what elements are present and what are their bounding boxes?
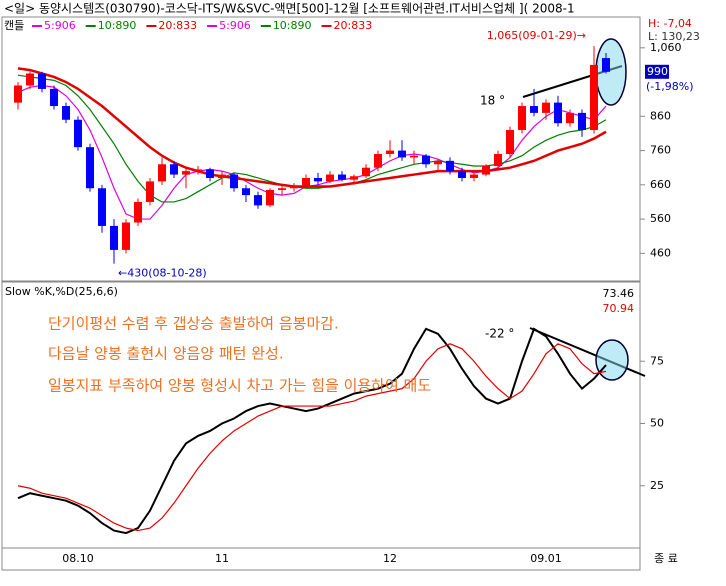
y-tick-label: 75 — [650, 354, 664, 367]
y-tick-label: 660 — [650, 178, 671, 191]
candle-body — [566, 112, 574, 124]
candle-body — [374, 154, 382, 168]
series-line — [17, 67, 607, 188]
y-tick-label: 760 — [650, 144, 671, 157]
legend-label: 5:906 — [219, 19, 251, 32]
candle-body — [542, 102, 550, 113]
annotation: -22 ° — [485, 327, 514, 341]
candle-body — [350, 176, 358, 180]
annotation: ←430(08-10-28) — [118, 267, 207, 280]
series-line — [17, 343, 607, 532]
panel-title: Slow %K,%D(25,6,6) — [5, 285, 118, 298]
title: <일> 동양시스템즈(030790)-코스닥-ITS/W&SVC-액면[500]… — [4, 2, 575, 16]
annotation: 1,065(09-01-29)→ — [487, 29, 586, 42]
candle-body — [278, 188, 286, 190]
legend-label: 20:833 — [334, 19, 373, 32]
candle-body — [434, 160, 442, 165]
change-label: (-1,98%) — [646, 80, 694, 93]
candle-body — [218, 174, 226, 178]
candle-body — [206, 169, 214, 178]
high-info: H: -7,04 — [648, 17, 692, 30]
candle-body — [230, 174, 238, 189]
low-info: L: 130,23 — [648, 30, 700, 43]
candle-body — [98, 188, 106, 226]
series-line — [17, 327, 607, 535]
candle-body — [422, 155, 430, 165]
series-line — [17, 74, 607, 203]
y-tick-label: 1,060 — [650, 41, 682, 54]
candle-body — [530, 106, 538, 113]
candle-body — [302, 177, 310, 187]
highlight-ellipse — [595, 339, 629, 381]
candle-body — [62, 106, 70, 120]
candle-body — [470, 174, 478, 178]
candle-body — [146, 181, 154, 202]
candle-body — [194, 169, 202, 172]
legend-label: 캔들 — [4, 19, 24, 32]
candle-body — [518, 106, 526, 131]
candle-body — [254, 195, 262, 206]
candle-body — [266, 189, 274, 206]
annotation: 다음날 양봉 출현시 양음양 패턴 완성. — [48, 345, 284, 363]
candle-body — [398, 150, 406, 158]
end-label: 종 료 — [654, 552, 678, 565]
y-tick-label: 50 — [650, 417, 664, 430]
candle-body — [602, 58, 610, 72]
candle-body — [506, 130, 514, 154]
last-value: 70.94 — [603, 302, 635, 315]
candle-body — [338, 174, 346, 180]
candle-body — [14, 85, 22, 103]
annotation: 단기이평선 수렴 후 갭상승 출발하여 음봉마감. — [48, 315, 339, 333]
candle-body — [410, 155, 418, 158]
y-tick-label: 25 — [650, 479, 664, 492]
candle-body — [134, 201, 142, 223]
candle-body — [122, 222, 130, 250]
candle-body — [590, 64, 598, 131]
legend-label: 20:833 — [158, 19, 197, 32]
candle-body — [494, 154, 502, 166]
y-tick-label: 460 — [650, 246, 671, 259]
candle-body — [314, 177, 322, 182]
candle-body — [242, 188, 250, 196]
legend-label: 10:890 — [273, 19, 312, 32]
candle-body — [290, 186, 298, 189]
candle-body — [170, 164, 178, 175]
candle-body — [482, 165, 490, 175]
candle-body — [74, 119, 82, 148]
candle-body — [446, 160, 454, 172]
candle-body — [182, 171, 190, 175]
x-tick-label: 11 — [215, 552, 229, 565]
candle-body — [578, 112, 586, 131]
current-price: 990 — [647, 65, 668, 78]
candle-body — [326, 174, 334, 182]
y-tick-label: 560 — [650, 212, 671, 225]
y-tick-label: 860 — [650, 109, 671, 122]
x-tick-label: 12 — [383, 552, 397, 565]
last-value: 73.46 — [603, 287, 635, 300]
legend-label: 10:890 — [98, 19, 137, 32]
candle-body — [554, 102, 562, 124]
x-tick-label: 08.10 — [62, 552, 94, 565]
annotation: 18 ° — [480, 94, 505, 108]
candle-body — [110, 225, 118, 250]
current-price-box — [645, 64, 669, 79]
legend-label: 5:906 — [44, 19, 76, 32]
annotation: 일봉지표 부족하여 양봉 형성시 차고 가는 힘을 이용하여 매도 — [48, 377, 431, 395]
highlight-ellipse — [595, 38, 627, 106]
candle-body — [386, 150, 394, 154]
candle-body — [458, 171, 466, 178]
candle-body — [158, 164, 166, 182]
candle-body — [86, 147, 94, 189]
candle-body — [362, 167, 370, 177]
candle-body — [26, 73, 34, 86]
candle-body — [50, 88, 58, 107]
candle-body — [38, 73, 46, 89]
x-tick-label: 09.01 — [530, 552, 562, 565]
